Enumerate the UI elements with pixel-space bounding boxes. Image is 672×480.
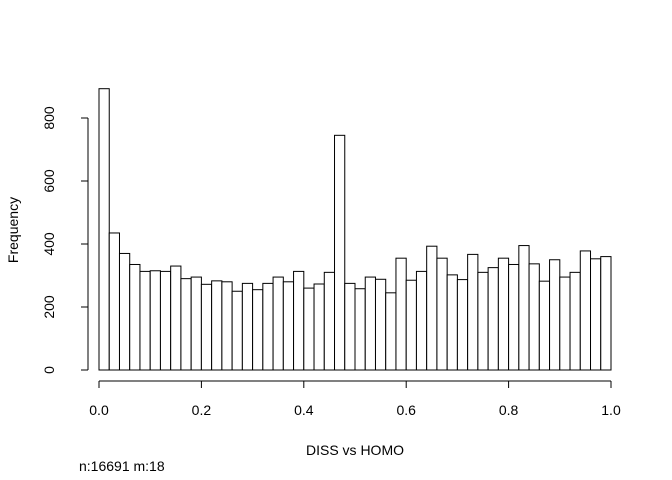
y-tick-label: 600 <box>41 169 57 193</box>
histogram-bar <box>467 253 479 371</box>
histogram-bar <box>108 232 120 371</box>
y-tick-label: 200 <box>41 295 57 319</box>
histogram-bar <box>415 270 428 371</box>
histogram-bar <box>374 278 387 371</box>
histogram-bar <box>569 271 581 371</box>
histogram-bar <box>600 256 612 371</box>
histogram-bar <box>272 276 284 371</box>
histogram-bar <box>385 292 397 371</box>
histogram-bar <box>293 270 305 371</box>
histogram-bar <box>118 252 131 371</box>
y-tick-label: 800 <box>41 106 57 130</box>
histogram-bar <box>364 276 376 371</box>
histogram-bar <box>252 289 264 371</box>
histogram-bar <box>282 281 295 371</box>
histogram-bar <box>211 280 223 371</box>
histogram-bar <box>221 281 233 371</box>
histogram-bar <box>508 263 520 371</box>
histogram-bar <box>549 259 561 371</box>
histogram-bar <box>303 287 315 371</box>
histogram-bar <box>395 257 407 371</box>
x-tick-label: 1.0 <box>601 402 621 418</box>
histogram-bar <box>590 258 602 371</box>
histogram-bar <box>405 279 417 371</box>
histogram-bar <box>241 282 254 371</box>
histogram-bar <box>170 265 182 371</box>
y-tick-label: 400 <box>41 232 57 256</box>
y-axis-label: Frequency <box>5 197 21 263</box>
histogram-bar <box>518 245 530 371</box>
x-tick-label: 0.8 <box>499 402 519 418</box>
x-axis-label: DISS vs HOMO <box>306 442 404 458</box>
x-tick-label: 0.6 <box>396 402 416 418</box>
histogram-bar <box>456 279 469 371</box>
histogram-bar <box>262 282 274 371</box>
x-tick-label: 0.4 <box>294 402 314 418</box>
histogram-bar <box>200 283 213 371</box>
histogram-bar <box>323 271 336 371</box>
histogram-bar <box>559 276 571 371</box>
histogram-bar <box>231 290 243 371</box>
histogram-bar <box>159 270 172 371</box>
histogram-bars <box>98 88 612 371</box>
histogram-bar <box>98 88 110 371</box>
histogram-bar <box>487 267 499 371</box>
y-axis: 0 200 400 600 800 <box>41 106 89 374</box>
histogram-bar <box>190 276 202 371</box>
histogram-bar <box>538 280 551 371</box>
histogram-bar <box>528 263 540 371</box>
histogram-bar <box>426 245 438 371</box>
histogram-bar <box>344 282 356 371</box>
sample-size-caption: n:16691 m:18 <box>79 458 165 474</box>
histogram-bar <box>436 257 448 371</box>
x-tick-label: 0.0 <box>89 402 109 418</box>
histogram-bar <box>354 288 366 371</box>
histogram-bar <box>139 270 151 371</box>
histogram-bar <box>149 270 161 371</box>
histogram-bar <box>180 278 192 371</box>
histogram-bar <box>446 274 458 371</box>
y-tick-label: 0 <box>41 366 57 374</box>
x-axis: 0.0 0.2 0.4 0.6 0.8 1.0 <box>89 380 621 418</box>
histogram-bar <box>477 271 489 371</box>
histogram-bar <box>497 257 510 371</box>
histogram-bar <box>579 250 592 371</box>
histogram-bar <box>129 263 141 371</box>
x-tick-label: 0.2 <box>192 402 212 418</box>
histogram-bar <box>334 134 346 371</box>
histogram-bar <box>313 283 325 371</box>
